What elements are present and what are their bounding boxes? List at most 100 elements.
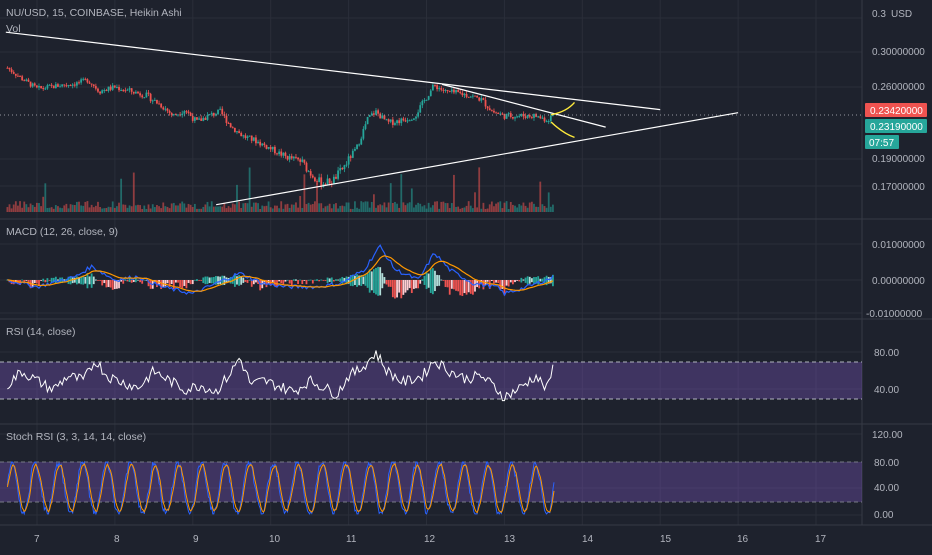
volume-bar	[419, 203, 422, 212]
stoch-title[interactable]: Stoch RSI (3, 3, 14, 14, close)	[6, 431, 146, 443]
rsi-axis[interactable]: 80.00 40.00	[874, 348, 899, 396]
macd-hist-bar	[120, 280, 123, 282]
candle-body	[360, 138, 363, 145]
volume-bar	[107, 206, 110, 212]
volume-bar	[476, 207, 479, 212]
candle-body	[351, 150, 354, 158]
macd-hist-bar	[166, 280, 169, 284]
time-axis[interactable]: 7 8 9 10 11 12 13 14 15 16 17	[34, 534, 827, 545]
macd-hist-bar	[124, 279, 127, 281]
macd-tick: 0.01000000	[872, 240, 925, 251]
candle-body	[31, 83, 34, 87]
volume-bar	[215, 206, 217, 212]
macd-hist-bar	[78, 277, 80, 284]
volume-bar	[25, 204, 28, 212]
rsi-title[interactable]: RSI (14, close)	[6, 326, 75, 338]
volume-bar	[252, 202, 255, 212]
macd-hist-bar	[516, 280, 519, 281]
volume-bar	[425, 208, 428, 212]
volume-bar	[514, 205, 516, 212]
candle-body	[246, 136, 249, 138]
macd-title[interactable]: MACD (12, 26, close, 9)	[6, 226, 118, 238]
volume-bar	[97, 201, 99, 212]
last-price-badge: 0.23420000	[865, 103, 927, 117]
macd-axis[interactable]: 0.01000000 0.00000000 -0.01000000	[866, 240, 925, 320]
volume-bar	[101, 208, 104, 212]
candle-body	[425, 99, 428, 101]
macd-hist-bar	[425, 272, 428, 290]
volume-bar	[267, 201, 270, 212]
macd-hist-bar	[50, 277, 53, 283]
projection-curve[interactable]	[550, 121, 575, 139]
volume-bar	[394, 201, 396, 212]
macd-hist-bar	[471, 280, 474, 295]
volume-bar	[372, 194, 375, 212]
candle-body	[431, 84, 434, 91]
volume-bar	[240, 208, 243, 212]
candle-body	[175, 114, 177, 116]
trendline[interactable]	[441, 83, 606, 128]
candle-body	[172, 114, 175, 116]
macd-hist-bar	[35, 280, 38, 284]
trendline[interactable]	[216, 112, 739, 206]
volume-label[interactable]: Vol	[6, 23, 21, 35]
macd-hist-bar	[499, 280, 502, 290]
volume-bar	[461, 207, 464, 212]
trendline[interactable]	[5, 31, 661, 111]
volume-bar	[356, 207, 358, 212]
volume-bar	[330, 208, 333, 212]
volume-bar	[259, 208, 262, 212]
candle-body	[160, 103, 163, 108]
volume-bar	[478, 167, 481, 212]
macd-hist-bar	[474, 280, 476, 292]
candle-body	[410, 119, 413, 121]
macd-hist-bar	[255, 280, 257, 283]
macd-hist-bar	[543, 277, 546, 284]
candle-body	[17, 75, 19, 77]
volume-bar	[326, 205, 329, 212]
candle-body	[202, 118, 205, 121]
volume-bar	[147, 204, 150, 212]
volume-bar	[391, 202, 394, 212]
macd-hist-bar	[505, 280, 508, 286]
candle-body	[316, 181, 318, 183]
candle-body	[307, 171, 310, 173]
volume-bar	[231, 203, 234, 212]
macd-hist-bar	[295, 279, 297, 281]
volume-bar	[450, 203, 453, 212]
symbol-title[interactable]: NU/USD, 15, COINBASE, Heikin Ashi	[6, 7, 182, 19]
macd-hist-bar	[40, 280, 42, 281]
price-axis[interactable]: 0.3 USD 0.30000000 0.26000000 0.19000000…	[872, 9, 925, 193]
macd-hist-bar	[347, 276, 350, 284]
candle-body	[208, 114, 211, 116]
trendlines[interactable]	[5, 31, 739, 206]
candle-body	[134, 91, 137, 94]
volume-bar	[273, 205, 276, 212]
projection-curves[interactable]	[550, 101, 576, 139]
volume-bar	[82, 205, 85, 212]
macd-hist-bar	[497, 280, 500, 284]
macd-hist-bar	[320, 279, 323, 281]
projection-curve[interactable]	[551, 101, 576, 116]
volume-bar	[198, 208, 200, 212]
candle-body	[286, 156, 289, 160]
time-tick: 12	[424, 534, 436, 545]
macd-hist-bar	[339, 278, 342, 282]
candle-body	[153, 99, 156, 101]
macd-hist-bar	[80, 276, 83, 285]
volume-bar	[166, 206, 169, 212]
candle-body	[225, 115, 228, 123]
volume-bar	[398, 207, 401, 212]
macd-hist-bar	[330, 277, 333, 284]
candle-body	[276, 153, 278, 155]
macd-hist-bar	[246, 280, 249, 283]
stoch-axis[interactable]: 120.00 80.00 40.00 0.00	[872, 430, 903, 521]
volume-bar	[328, 203, 331, 212]
volume-bar	[44, 183, 47, 212]
volume-bar	[309, 204, 312, 212]
macd-hist-bar	[448, 280, 451, 295]
macd-hist-bar	[507, 280, 510, 287]
macd-hist-bar	[208, 277, 211, 284]
price-tick: 0.26000000	[872, 82, 925, 93]
